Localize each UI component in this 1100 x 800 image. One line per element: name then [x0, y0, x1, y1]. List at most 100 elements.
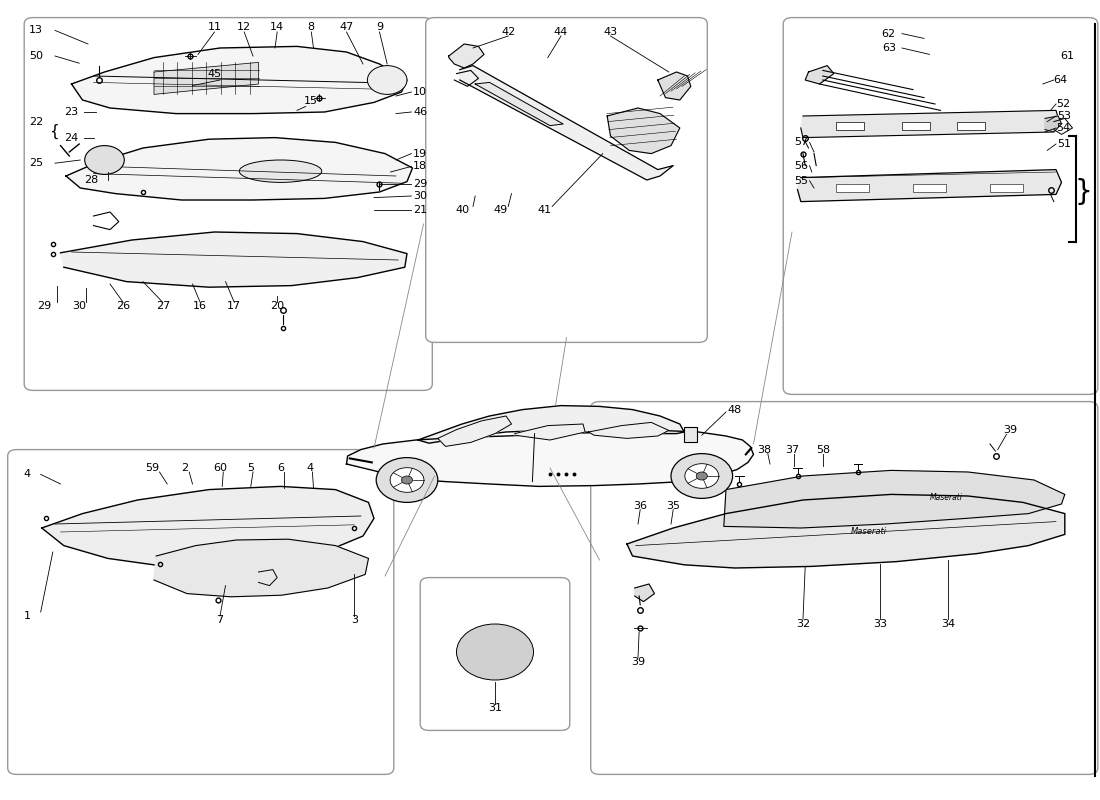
Polygon shape	[627, 494, 1065, 568]
Bar	[957, 122, 984, 130]
Circle shape	[367, 66, 407, 94]
Polygon shape	[475, 82, 563, 126]
Text: 28: 28	[85, 175, 98, 185]
Text: 4: 4	[24, 469, 31, 478]
Text: 35: 35	[667, 501, 680, 510]
Ellipse shape	[240, 160, 321, 182]
Text: 53: 53	[1057, 111, 1070, 121]
Text: 22: 22	[30, 117, 43, 126]
Text: 15: 15	[305, 96, 318, 106]
Text: 42: 42	[502, 27, 515, 37]
Text: Maserati: Maserati	[930, 493, 962, 502]
Circle shape	[685, 464, 718, 488]
Circle shape	[490, 648, 500, 656]
Text: 26: 26	[117, 302, 130, 311]
Text: 61: 61	[1060, 51, 1074, 61]
Polygon shape	[449, 44, 484, 68]
Text: {: {	[50, 123, 58, 139]
Circle shape	[469, 633, 521, 671]
Text: 60: 60	[213, 463, 227, 473]
Polygon shape	[42, 486, 374, 568]
Text: 44: 44	[554, 27, 568, 37]
Circle shape	[390, 468, 424, 492]
Polygon shape	[460, 66, 673, 180]
Text: 40: 40	[455, 206, 469, 215]
Text: 52: 52	[1057, 99, 1070, 109]
Text: 41: 41	[538, 206, 551, 215]
Text: 49: 49	[494, 206, 507, 215]
Text: }: }	[1075, 178, 1092, 206]
Text: 16: 16	[194, 302, 207, 311]
Text: 6: 6	[277, 463, 284, 473]
Text: 29: 29	[414, 179, 427, 189]
Text: 17: 17	[228, 302, 241, 311]
Text: 58: 58	[816, 445, 829, 454]
Text: eurospares: eurospares	[526, 244, 684, 268]
Text: 23: 23	[65, 107, 78, 117]
Text: 51: 51	[1057, 139, 1070, 149]
Bar	[836, 122, 864, 130]
Text: 25: 25	[30, 158, 43, 168]
Text: 9: 9	[376, 22, 383, 32]
Text: 10: 10	[414, 87, 427, 97]
Polygon shape	[801, 110, 1059, 138]
Text: 56: 56	[794, 161, 807, 170]
FancyBboxPatch shape	[420, 578, 570, 730]
Bar	[913, 184, 946, 192]
Text: 48: 48	[728, 405, 741, 414]
Text: 54: 54	[1057, 123, 1070, 133]
Circle shape	[376, 458, 438, 502]
Text: 47: 47	[340, 22, 353, 32]
Text: 39: 39	[631, 658, 645, 667]
Text: 43: 43	[604, 27, 617, 37]
Text: eurospares: eurospares	[746, 612, 904, 636]
Text: 13: 13	[30, 26, 43, 35]
Text: 27: 27	[156, 302, 169, 311]
FancyBboxPatch shape	[783, 18, 1098, 394]
Text: 1: 1	[24, 611, 31, 621]
Bar	[990, 184, 1023, 192]
FancyBboxPatch shape	[8, 450, 394, 774]
Text: Maserati: Maserati	[851, 527, 887, 537]
Text: 24: 24	[65, 133, 78, 142]
Polygon shape	[418, 406, 684, 443]
Polygon shape	[805, 66, 834, 84]
Text: 20: 20	[271, 302, 284, 311]
Text: 8: 8	[308, 22, 315, 32]
Text: eurospares: eurospares	[119, 612, 277, 636]
Text: 34: 34	[942, 619, 955, 629]
Bar	[684, 427, 697, 442]
Polygon shape	[798, 170, 1062, 202]
Polygon shape	[258, 570, 277, 586]
Circle shape	[85, 146, 124, 174]
Polygon shape	[724, 470, 1065, 528]
Polygon shape	[60, 232, 407, 287]
Bar	[902, 122, 930, 130]
Text: 33: 33	[873, 619, 887, 629]
Text: 59: 59	[145, 463, 158, 473]
Polygon shape	[72, 46, 407, 114]
FancyBboxPatch shape	[24, 18, 432, 390]
Text: 30: 30	[73, 302, 86, 311]
Polygon shape	[66, 138, 412, 200]
Circle shape	[696, 472, 707, 480]
Polygon shape	[588, 422, 669, 438]
Text: 30: 30	[414, 191, 427, 201]
Text: 37: 37	[785, 445, 799, 454]
Text: 14: 14	[271, 22, 284, 32]
Polygon shape	[658, 72, 691, 100]
Text: 50: 50	[30, 51, 43, 61]
Text: 2: 2	[182, 463, 188, 473]
Bar	[836, 184, 869, 192]
Text: 29: 29	[37, 302, 51, 311]
Text: 31: 31	[488, 703, 502, 713]
Text: 21: 21	[414, 205, 427, 214]
Text: 36: 36	[634, 501, 647, 510]
Text: 4: 4	[307, 463, 314, 473]
Text: 39: 39	[1003, 426, 1016, 435]
Text: 5: 5	[248, 463, 254, 473]
Text: 3: 3	[351, 615, 358, 625]
Text: 55: 55	[794, 176, 807, 186]
Circle shape	[456, 624, 534, 680]
Text: 38: 38	[758, 445, 771, 454]
